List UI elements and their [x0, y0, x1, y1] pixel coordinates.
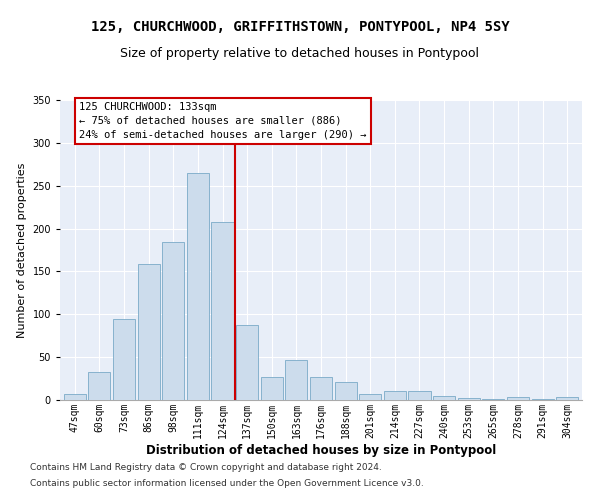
Bar [310, 377, 332, 400]
Text: Contains public sector information licensed under the Open Government Licence v3: Contains public sector information licen… [30, 478, 424, 488]
X-axis label: Distribution of detached houses by size in Pontypool: Distribution of detached houses by size … [146, 444, 496, 456]
Bar [433, 396, 455, 400]
Bar [162, 242, 184, 400]
Bar [556, 398, 578, 400]
Bar [236, 324, 258, 400]
Bar [64, 394, 86, 400]
Bar [335, 382, 357, 400]
Bar [260, 377, 283, 400]
Bar [409, 392, 431, 400]
Bar [384, 392, 406, 400]
Bar [532, 399, 554, 400]
Bar [285, 360, 307, 400]
Bar [458, 398, 480, 400]
Bar [211, 222, 233, 400]
Bar [507, 398, 529, 400]
Text: 125, CHURCHWOOD, GRIFFITHSTOWN, PONTYPOOL, NP4 5SY: 125, CHURCHWOOD, GRIFFITHSTOWN, PONTYPOO… [91, 20, 509, 34]
Text: 125 CHURCHWOOD: 133sqm
← 75% of detached houses are smaller (886)
24% of semi-de: 125 CHURCHWOOD: 133sqm ← 75% of detached… [79, 102, 367, 140]
Bar [113, 320, 135, 400]
Text: Contains HM Land Registry data © Crown copyright and database right 2024.: Contains HM Land Registry data © Crown c… [30, 464, 382, 472]
Bar [482, 399, 505, 400]
Bar [359, 394, 382, 400]
Bar [88, 372, 110, 400]
Bar [187, 173, 209, 400]
Bar [137, 264, 160, 400]
Text: Size of property relative to detached houses in Pontypool: Size of property relative to detached ho… [121, 48, 479, 60]
Y-axis label: Number of detached properties: Number of detached properties [17, 162, 27, 338]
